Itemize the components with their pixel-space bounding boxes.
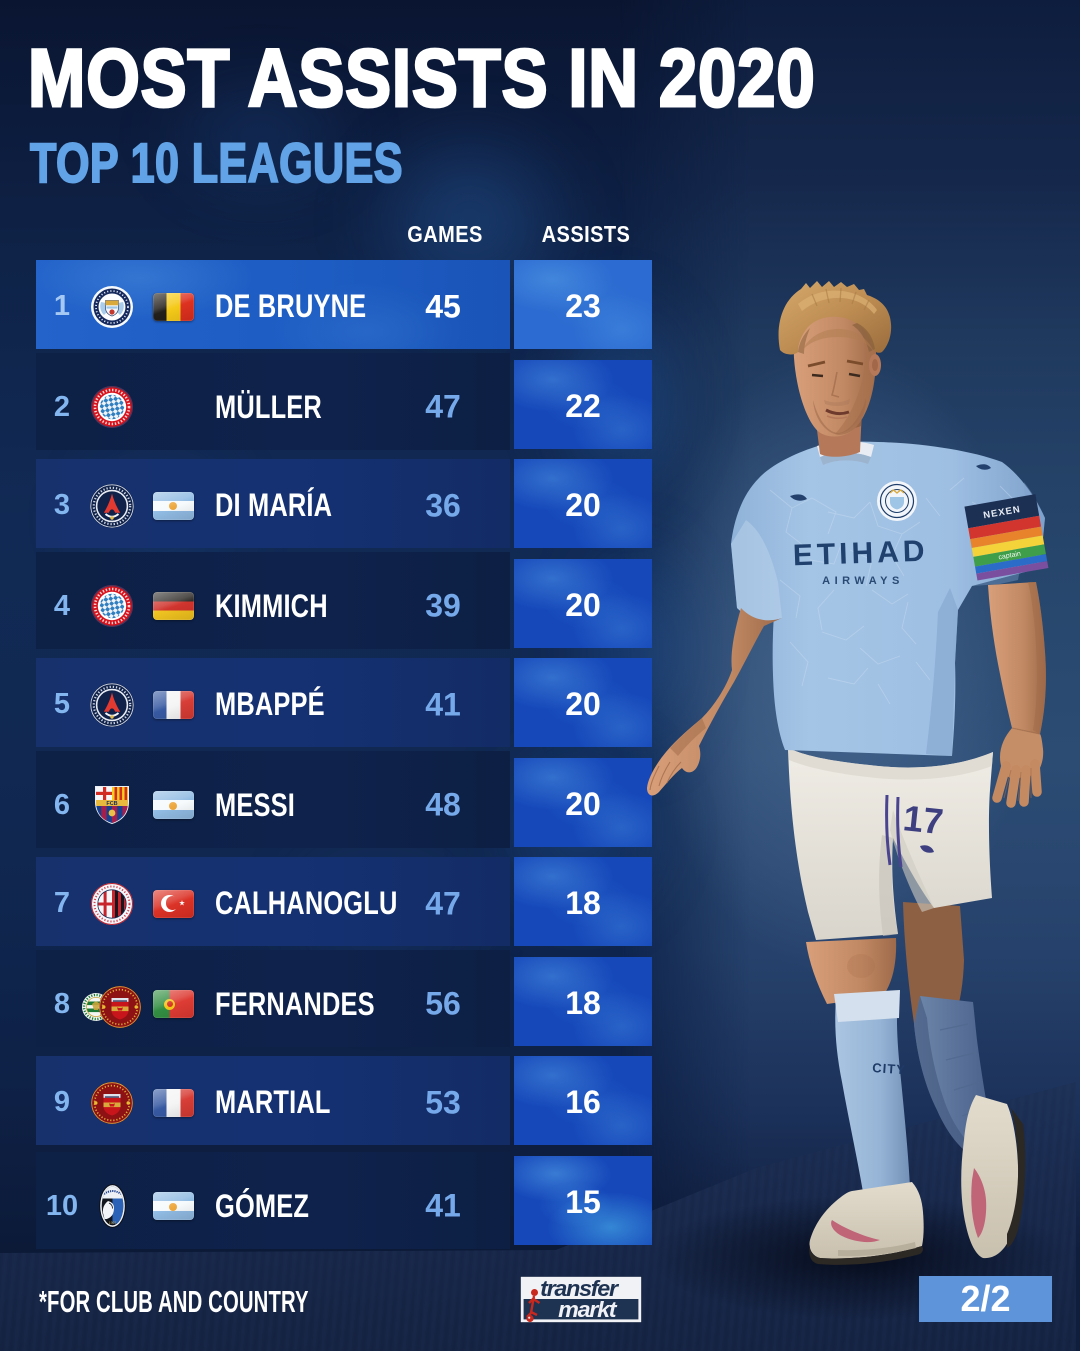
svg-text:CITY: CITY xyxy=(872,1060,907,1077)
svg-text:FCB: FCB xyxy=(106,801,117,807)
svg-text:1907: 1907 xyxy=(108,1221,116,1225)
svg-text:captain: captain xyxy=(998,551,1022,562)
svg-text:transfer: transfer xyxy=(540,1276,619,1301)
svg-text:markt: markt xyxy=(558,1297,618,1322)
svg-text:17: 17 xyxy=(901,797,945,842)
svg-text:ETIHAD: ETIHAD xyxy=(792,535,929,573)
svg-text:AIRWAYS: AIRWAYS xyxy=(822,575,904,587)
